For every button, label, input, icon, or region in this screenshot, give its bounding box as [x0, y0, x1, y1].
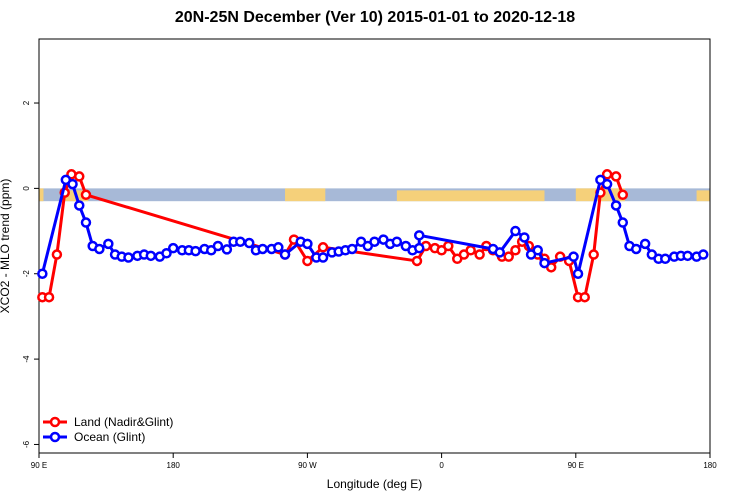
land-patch: [396, 190, 545, 202]
data-point: [610, 200, 622, 211]
data-point: [273, 242, 284, 253]
data-point: [145, 250, 157, 262]
series-ocean: [37, 174, 709, 279]
data-point: [74, 200, 85, 211]
data-point: [630, 243, 642, 255]
data-point: [37, 268, 48, 279]
data-point: [190, 245, 201, 257]
data-point: [413, 230, 425, 241]
legend-marker-land: [49, 416, 61, 428]
data-point: [369, 236, 380, 247]
data-point: [532, 245, 544, 256]
data-point: [474, 249, 485, 260]
series-layer: [37, 169, 709, 303]
data-point: [610, 171, 622, 182]
data-point: [510, 225, 521, 237]
data-point: [279, 249, 291, 260]
data-point: [346, 243, 358, 255]
data-point: [212, 240, 224, 252]
y-tick-label: 2: [22, 100, 31, 105]
data-point: [601, 178, 613, 190]
legend-marker-ocean: [49, 431, 61, 443]
data-point: [317, 242, 329, 253]
data-point: [519, 232, 530, 243]
legend-label-ocean: Ocean (Glint): [74, 430, 145, 444]
y-tick-label: -6: [22, 440, 31, 448]
x-axis-title: Longitude (deg E): [327, 477, 422, 491]
land-patch: [696, 190, 710, 202]
land-patch: [39, 188, 44, 202]
x-tick-label: 180: [703, 461, 717, 470]
data-point: [660, 253, 671, 265]
data-point: [67, 178, 78, 190]
data-point: [51, 249, 63, 260]
data-point: [579, 291, 590, 303]
data-point: [443, 240, 454, 252]
data-point: [243, 237, 255, 249]
series-land: [37, 169, 629, 303]
x-tick-label: 180: [167, 461, 181, 470]
data-point: [123, 252, 134, 263]
data-point: [494, 247, 506, 258]
x-tick-label: 90 E: [31, 461, 47, 470]
land-patch: [285, 188, 326, 202]
data-point: [503, 251, 514, 262]
data-point: [391, 236, 403, 247]
data-point: [161, 248, 172, 259]
data-point: [74, 171, 85, 182]
data-point: [257, 243, 268, 255]
data-point: [617, 189, 629, 201]
data-point: [80, 217, 92, 228]
data-point: [317, 252, 329, 263]
data-point: [221, 244, 233, 255]
data-point: [103, 238, 114, 250]
data-point: [539, 257, 550, 269]
x-tick-label: 90 W: [298, 461, 317, 470]
data-point: [510, 245, 521, 256]
data-point: [601, 169, 613, 180]
legend: Land (Nadir&Glint) Ocean (Glint): [43, 415, 173, 444]
data-point: [413, 242, 425, 254]
data-point: [682, 250, 693, 262]
data-point: [94, 243, 105, 255]
data-point: [698, 249, 709, 260]
axes: 90 E 180 90 W 0 90 E 180 2 0 -2 -4 -6: [22, 100, 717, 470]
x-tick-label: 90 E: [568, 461, 584, 470]
map-band: [39, 188, 710, 202]
data-point: [465, 245, 476, 256]
y-axis-title: XCO2 - MLO trend (ppm): [0, 179, 12, 314]
x-tick-label: 0: [439, 461, 444, 470]
data-point: [43, 291, 55, 303]
y-tick-label: 0: [22, 186, 31, 191]
data-point: [167, 242, 179, 254]
data-point: [235, 236, 246, 247]
y-tick-label: -4: [22, 355, 31, 363]
data-point: [588, 249, 599, 260]
data-point: [568, 251, 579, 262]
data-point: [302, 238, 313, 250]
data-point: [411, 255, 423, 267]
y-tick-label: -2: [22, 270, 31, 278]
data-point: [617, 217, 629, 228]
chart-title: 20N-25N December (Ver 10) 2015-01-01 to …: [174, 9, 576, 26]
legend-label-land: Land (Nadir&Glint): [74, 415, 173, 429]
data-point: [572, 268, 584, 279]
data-point: [302, 255, 313, 267]
data-point: [80, 189, 92, 201]
plot-frame: [38, 38, 711, 454]
data-point: [639, 238, 651, 250]
